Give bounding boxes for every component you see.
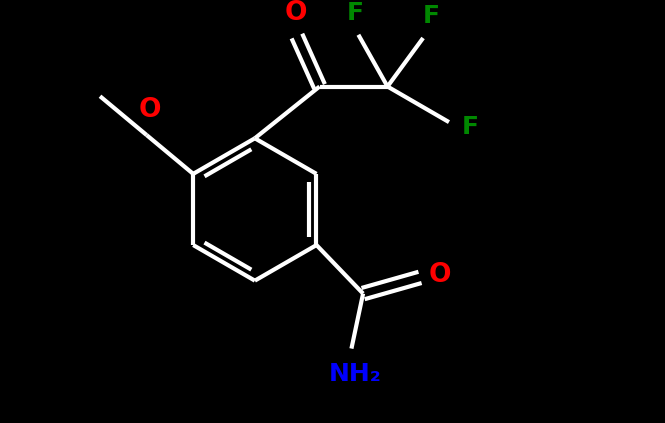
Text: O: O <box>428 262 451 288</box>
Text: F: F <box>346 1 364 25</box>
Text: NH₂: NH₂ <box>329 363 381 387</box>
Text: F: F <box>462 115 479 139</box>
Text: O: O <box>285 0 307 26</box>
Text: F: F <box>422 4 440 28</box>
Text: O: O <box>138 97 161 124</box>
